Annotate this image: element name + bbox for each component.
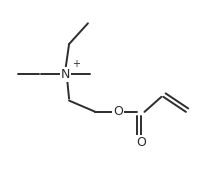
Text: +: +: [72, 59, 80, 69]
Text: N: N: [61, 68, 70, 81]
Text: O: O: [136, 136, 146, 149]
Text: O: O: [113, 105, 123, 118]
